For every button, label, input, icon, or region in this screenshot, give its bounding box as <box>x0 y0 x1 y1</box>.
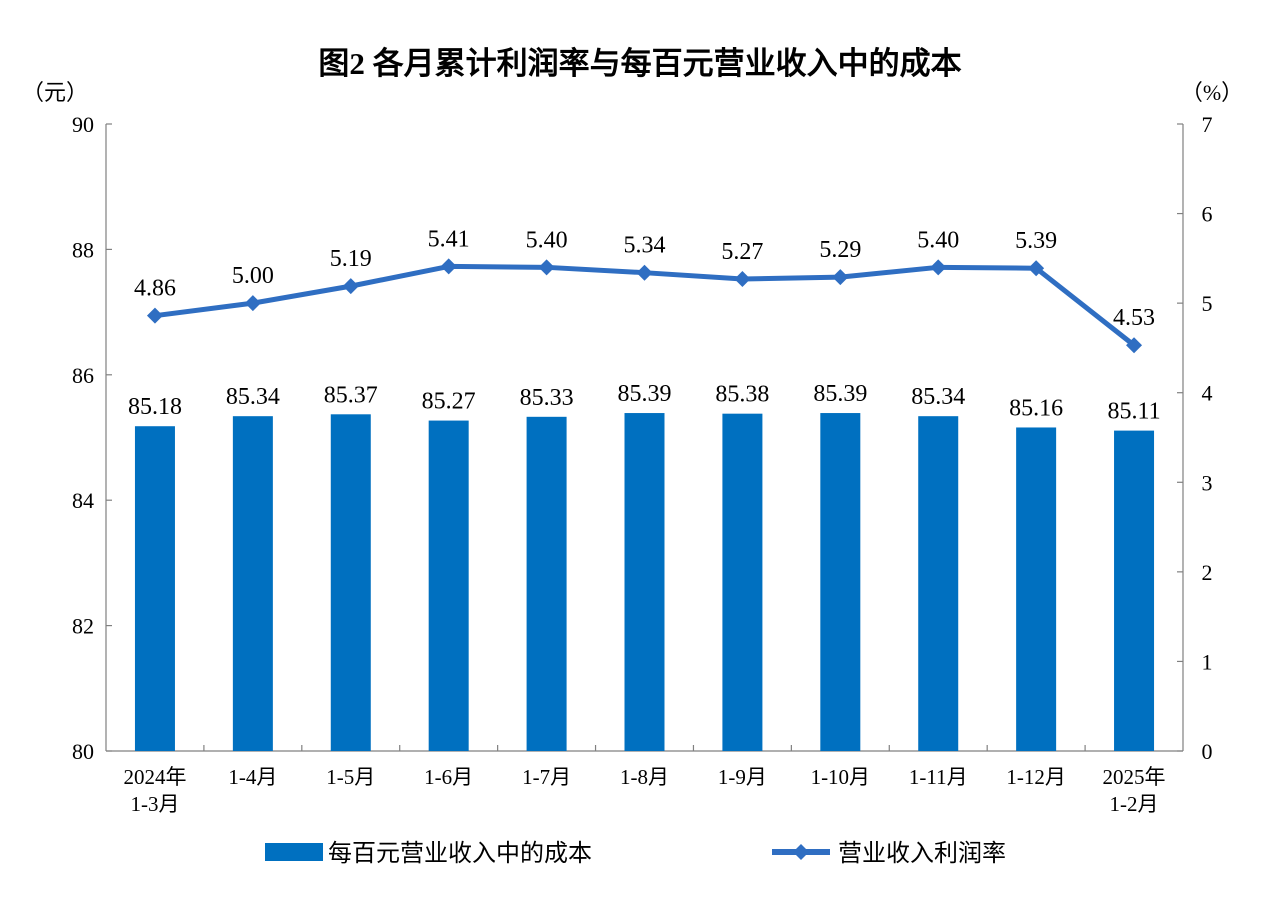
left-axis-tick-label: 80 <box>72 739 94 764</box>
bar-data-label: 85.37 <box>324 382 378 408</box>
line-marker-diamond <box>146 307 163 324</box>
line-marker-diamond <box>734 270 751 287</box>
bar <box>722 413 763 751</box>
chart-title: 图2 各月累计利润率与每百元营业收入中的成本 <box>318 46 961 81</box>
line-marker-diamond <box>440 258 457 275</box>
line-marker-diamond <box>244 295 261 312</box>
bar <box>428 420 469 751</box>
bar-data-label: 85.38 <box>715 382 769 408</box>
line-marker-diamond <box>930 259 947 276</box>
right-axis-tick-label: 0 <box>1202 739 1213 764</box>
x-axis-label: 1-9月 <box>718 765 767 789</box>
line-marker-diamond <box>538 259 555 276</box>
line-marker-diamond <box>636 264 653 281</box>
x-axis-label: 1-10月 <box>811 765 871 789</box>
bar <box>526 416 567 751</box>
legend-diamond-marker <box>793 844 809 860</box>
legend-label-line: 营业收入利润率 <box>838 840 1006 867</box>
x-axis-label: 2025年 1-2月 <box>1103 765 1166 816</box>
line-data-label: 4.53 <box>1113 305 1155 331</box>
right-axis-tick-label: 6 <box>1202 202 1213 227</box>
line-marker-diamond <box>342 278 359 295</box>
bar-data-label: 85.11 <box>1107 399 1160 425</box>
legend: 每百元营业收入中的成本 营业收入利润率 <box>265 840 1006 867</box>
bar <box>624 413 665 751</box>
right-axis-tick-label: 3 <box>1202 470 1213 495</box>
bar <box>1016 427 1057 751</box>
left-axis-tick-label: 90 <box>72 112 94 137</box>
line-data-label: 5.34 <box>624 233 666 259</box>
x-axis-label: 1-6月 <box>424 765 473 789</box>
bar <box>330 414 371 751</box>
legend-label-bar: 每百元营业收入中的成本 <box>328 840 592 867</box>
bar-series: 85.18 85.34 85.37 85.27 85.33 85.39 85.38 85.39… <box>128 381 1161 751</box>
bar-data-label: 85.16 <box>1009 395 1063 421</box>
bar <box>1114 430 1155 751</box>
axes: 80 82 84 86 88 90 0 1 2 3 4 5 6 7 <box>72 112 1213 764</box>
bar-data-label: 85.34 <box>226 384 280 410</box>
bar <box>134 426 175 751</box>
left-axis-tick-label: 82 <box>72 614 94 639</box>
right-axis-tick-label: 4 <box>1202 381 1213 406</box>
bar <box>918 416 959 751</box>
x-axis-label: 2024年 1-3月 <box>123 765 186 816</box>
line-data-label: 5.40 <box>526 227 568 253</box>
right-axis-tick-label: 1 <box>1202 649 1213 674</box>
bar-data-label: 85.39 <box>618 381 672 407</box>
x-axis-labels: 2024年 1-3月 1-4月 1-5月 1-6月 1-7月 1-8月 1-9月 1-10月 1-… <box>123 765 1165 816</box>
line-marker-diamond <box>832 269 849 286</box>
left-axis-unit: （元） <box>22 80 88 105</box>
right-axis-tick-label: 7 <box>1202 112 1213 137</box>
bar-data-label: 85.34 <box>911 384 965 410</box>
x-axis-label: 1-7月 <box>522 765 571 789</box>
line-data-label: 5.00 <box>232 263 274 289</box>
left-axis-tick-label: 84 <box>72 488 94 513</box>
line-data-label: 5.39 <box>1015 228 1057 254</box>
line-data-label: 5.40 <box>917 227 959 253</box>
bar-data-label: 85.18 <box>128 394 182 420</box>
legend-swatch-bar <box>265 843 323 861</box>
line-data-label: 5.19 <box>330 246 372 272</box>
x-axis-label: 1-5月 <box>326 765 375 789</box>
line-data-label: 5.27 <box>721 239 763 265</box>
x-axis-label: 1-11月 <box>909 765 968 789</box>
bar <box>232 416 273 751</box>
right-axis-tick-label: 2 <box>1202 560 1213 585</box>
x-axis-label: 1-4月 <box>228 765 277 789</box>
line-data-label: 5.29 <box>819 237 861 263</box>
left-axis-tick-label: 86 <box>72 363 94 388</box>
right-axis-unit: （%） <box>1181 80 1243 105</box>
line-data-label: 4.86 <box>134 276 176 302</box>
x-axis-label: 1-12月 <box>1006 765 1066 789</box>
bar-data-label: 85.39 <box>813 381 867 407</box>
left-axis-tick-label: 88 <box>72 237 94 262</box>
bar <box>820 413 861 751</box>
bar-data-label: 85.33 <box>520 385 574 411</box>
line-marker-diamond <box>1126 337 1143 354</box>
right-axis-tick-label: 5 <box>1202 291 1213 316</box>
line-data-label: 5.41 <box>428 226 470 252</box>
x-axis-label: 1-8月 <box>620 765 669 789</box>
line-series: 4.86 5.00 5.19 5.41 5.40 5.34 5.27 5.29 5.40 5.39… <box>134 226 1155 354</box>
line-marker-diamond <box>1028 260 1045 277</box>
bar-data-label: 85.27 <box>422 389 476 415</box>
